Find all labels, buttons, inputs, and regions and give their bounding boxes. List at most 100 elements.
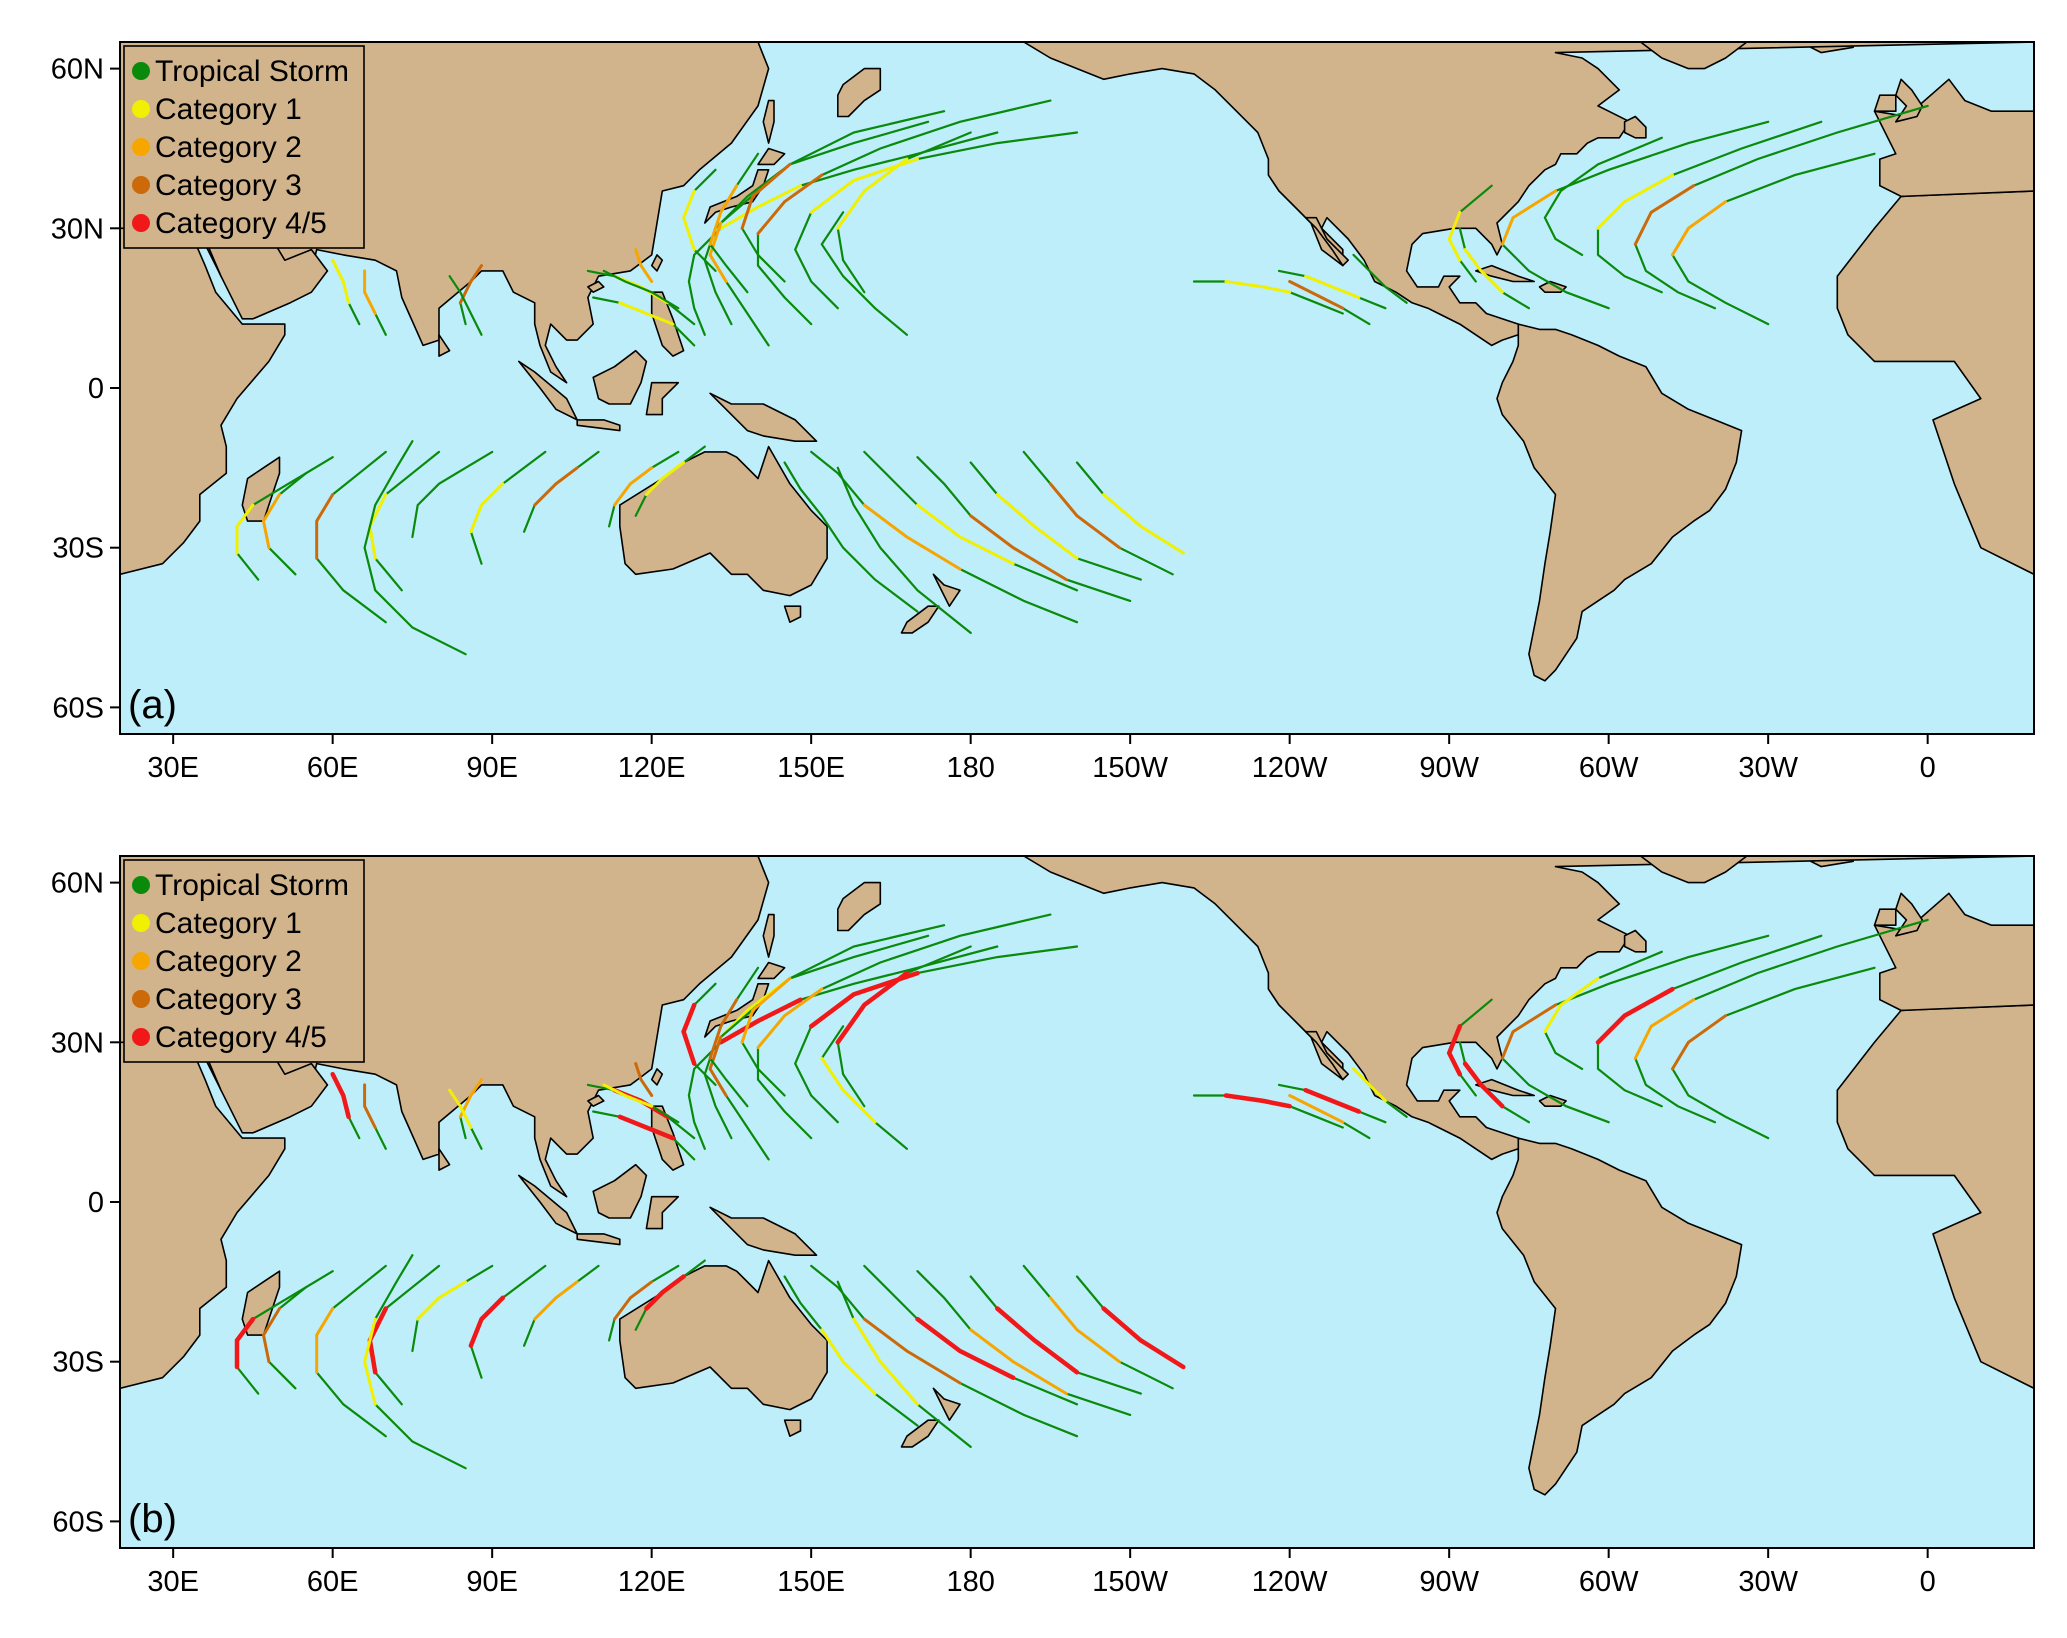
intensity-segment [916,503,1015,566]
storm-track [783,461,919,613]
intensity-segment [234,1316,256,1370]
x-tick-label: 120W [1252,752,1328,784]
sri-lanka [438,1148,451,1171]
intensity-segment [1223,1093,1292,1109]
intensity-segment [1048,1296,1121,1364]
x-tick-label: 0 [1920,1566,1936,1598]
south-america [1496,1137,1743,1496]
intensity-segment [618,301,675,326]
x-tick-label: 90W [1419,1566,1479,1598]
intensity-segment [448,1088,473,1129]
legend-marker [132,1028,150,1046]
intensity-segment [1671,200,1728,257]
greenland [1639,42,1748,70]
intensity-segment [708,221,728,283]
storm-track [836,466,972,634]
sakhalin [762,99,775,144]
intensity-segment [468,1295,506,1348]
y-tick-label: 0 [88,373,104,405]
intensity-segment [363,1083,377,1129]
intensity-segment [617,1114,676,1141]
x-tick-label: 180 [946,752,994,784]
newfoundland [1623,115,1647,139]
intensity-segment [969,514,1068,582]
cuba [1475,1078,1535,1097]
intensity-segment [1596,173,1674,230]
japan-hokkaido [757,147,786,166]
intensity-segment [995,493,1079,560]
x-tick-label: 60W [1579,752,1639,784]
intensity-segment [1463,248,1504,294]
x-tick-label: 60E [307,1566,359,1598]
intensity-segment [533,1280,579,1321]
intensity-segment [416,1280,468,1321]
intensity-segment [634,248,654,283]
intensity-segment [363,1317,377,1406]
hainan [587,280,605,294]
ireland [1873,94,1897,112]
intensity-segment [1462,1061,1505,1109]
intensity-segment [1671,1014,1728,1071]
taiwan [650,254,664,272]
intensity-segment [469,482,505,534]
intensity-segment [458,264,483,305]
intensity-segment [458,1078,483,1119]
intensity-segment [708,998,739,1060]
legend: Tropical Storm Category 1 Category 2 Catego… [123,45,365,249]
intensity-segment [1446,1024,1463,1077]
intensity-segment [915,1316,1016,1380]
land-layer [120,856,2034,1548]
y-tick-label: 30S [52,533,104,565]
intensity-segment [330,1071,351,1120]
intensity-segment [1102,493,1185,555]
legend-label: Category 1 [155,93,302,126]
europe-west [1873,78,2034,198]
x-tick-label: 90E [466,1566,518,1598]
legend-label: Category 4/5 [155,207,327,240]
intensity-segment [613,1280,654,1321]
baja-california [1304,216,1349,267]
storm-track [703,120,930,326]
panel-a: 30E 60E 90E 120E 150E 180 150W 120W 90W 60W 30W 0 60… [51,41,2035,784]
x-tick-label: 150W [1092,1566,1168,1598]
intensity-segment [820,1328,877,1396]
x-tick-label: 60E [307,752,359,784]
sakhalin [762,913,775,958]
y-tick-label: 30N [51,213,104,245]
baja-california [1304,1030,1349,1081]
intensity-segment [1633,998,1696,1060]
x-tick-label: 150E [777,752,845,784]
legend-marker [132,176,150,194]
panel-label: (b) [128,1497,177,1541]
intensity-segment [862,1317,962,1385]
legend-marker [132,214,150,232]
x-tick-label: 120W [1252,1566,1328,1598]
axis-ticks: 30E 60E 90E 120E 150E 180 150W 120W 90W 60W 30W 0 60… [51,868,1936,1598]
axis-ticks: 30E 60E 90E 120E 150E 180 150W 120W 90W 60W 30W 0 60… [51,54,1936,784]
africa-east [120,1041,286,1390]
x-tick-label: 60W [1579,1566,1639,1598]
intensity-segment [740,162,792,230]
cuba [1475,264,1535,283]
x-tick-label: 30E [147,752,199,784]
intensity-segment [644,461,686,496]
storm-track [602,269,680,310]
x-tick-label: 180 [946,1566,994,1598]
intensity-segment [261,1307,281,1364]
legend-marker [132,138,150,156]
land-layer [120,42,2034,734]
new-zealand-north [932,573,961,608]
intensity-segment [708,184,739,246]
philippines [650,291,685,357]
x-tick-label: 90W [1419,752,1479,784]
x-tick-label: 30E [147,1566,199,1598]
legend-marker [132,62,150,80]
intensity-segment [820,1056,877,1124]
legend-label: Tropical Storm [155,55,349,88]
storm-track [820,211,908,336]
intensity-segment [836,157,909,230]
ireland [1873,908,1897,927]
legend-marker [132,990,150,1008]
storm-track [411,450,494,539]
